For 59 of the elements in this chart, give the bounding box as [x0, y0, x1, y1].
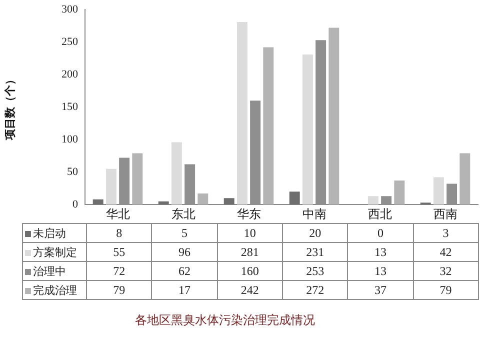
legend-label: 方案制定: [22, 242, 86, 262]
data-label: 8: [86, 224, 152, 242]
legend-label: 完成治理: [22, 280, 86, 300]
data-label: 55: [86, 242, 152, 262]
x-tick-label: 东北: [171, 206, 196, 221]
x-tick-label: 西北: [368, 206, 392, 221]
bar: [263, 47, 274, 205]
data-label: 10: [217, 224, 282, 242]
data-label: 79: [86, 280, 152, 300]
bar: [198, 194, 208, 205]
x-tick-label: 西南: [433, 206, 458, 221]
y-axis-title: 项目数（个）: [3, 74, 16, 142]
data-label: 5: [152, 224, 218, 242]
x-tick-label: 中南: [302, 206, 326, 221]
data-label: 96: [152, 242, 218, 262]
data-label: 13: [348, 262, 414, 280]
data-label: 62: [152, 262, 218, 280]
data-label: 242: [217, 280, 282, 300]
text: 各地区黑臭水体污染治理完成情况: [134, 312, 316, 329]
bar: [394, 180, 405, 205]
bar: [328, 28, 340, 205]
y-tick-label: 50: [67, 166, 78, 178]
y-tick-label: 200: [62, 68, 78, 80]
y-tick-label: 0: [72, 198, 78, 210]
y-tick-label: 300: [62, 3, 78, 16]
y-tick-label: 150: [62, 100, 78, 113]
legend-label: 未启动: [22, 224, 86, 242]
bar: [289, 192, 300, 205]
data-label: 281: [217, 242, 282, 262]
bar: [302, 54, 313, 205]
bar: [132, 153, 143, 205]
y-tick-label: 100: [62, 133, 78, 146]
data-label: 32: [413, 262, 478, 280]
bar: [158, 201, 169, 205]
data-label: 272: [282, 280, 348, 300]
bar: [224, 198, 234, 205]
bar: [106, 168, 116, 205]
data-label: 231: [282, 242, 348, 262]
data-label: 37: [348, 280, 414, 300]
bar: [460, 153, 470, 205]
y-tick-label: 250: [62, 36, 78, 48]
data-label: 160: [217, 262, 282, 280]
data-label: 79: [413, 280, 478, 300]
data-label: 42: [413, 242, 478, 262]
data-label: 20: [282, 224, 348, 242]
x-tick-label: 华北: [106, 206, 130, 221]
bar: [171, 142, 182, 205]
legend-label: 治理中: [22, 262, 86, 280]
bar: [236, 22, 248, 205]
bar: [368, 196, 378, 205]
data-label: 3: [413, 224, 478, 242]
data-label: 17: [152, 280, 218, 300]
data-label: 253: [282, 262, 348, 280]
data-label: 13: [348, 242, 414, 262]
bar: [92, 199, 104, 205]
bar: [433, 177, 444, 205]
data-label: 72: [86, 262, 152, 280]
x-tick-label: 华东: [236, 206, 261, 221]
data-label: 0: [348, 224, 414, 242]
